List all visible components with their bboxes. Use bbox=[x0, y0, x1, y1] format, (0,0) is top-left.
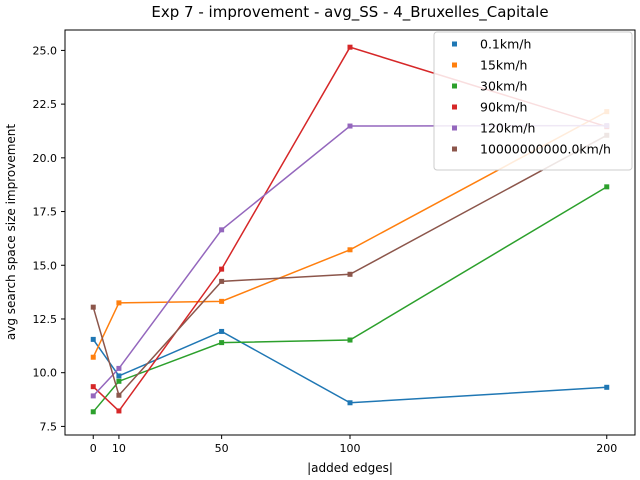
data-point bbox=[347, 247, 353, 253]
data-point bbox=[347, 123, 353, 129]
data-point bbox=[90, 354, 96, 360]
data-point bbox=[116, 408, 122, 414]
series-line bbox=[92, 134, 608, 397]
data-point bbox=[347, 44, 353, 50]
y-tick-label: 20.0 bbox=[33, 152, 58, 165]
data-point bbox=[90, 409, 96, 415]
legend-item: 30km/h bbox=[452, 79, 527, 94]
x-tick-label: 100 bbox=[340, 442, 361, 455]
data-point bbox=[347, 400, 353, 406]
x-axis: 0 10 50 100 200 bbox=[90, 435, 617, 455]
data-point bbox=[219, 298, 225, 304]
y-axis-label: avg search space size improvement bbox=[4, 124, 18, 340]
y-tick-label: 25.0 bbox=[33, 44, 58, 57]
y-axis: 7.5 10.0 12.5 15.0 17.5 20.0 22.5 25.0 bbox=[33, 44, 65, 433]
legend-label: 30km/h bbox=[480, 79, 527, 94]
legend-item: 0.1km/h bbox=[452, 37, 531, 52]
data-point bbox=[219, 278, 225, 284]
x-tick-label: 50 bbox=[215, 442, 229, 455]
legend-marker bbox=[452, 41, 457, 47]
data-point bbox=[219, 266, 225, 272]
chart-title: Exp 7 - improvement - avg_SS - 4_Bruxell… bbox=[151, 3, 548, 22]
x-axis-label: |added edges| bbox=[307, 461, 393, 475]
legend-marker bbox=[452, 104, 457, 110]
y-tick-label: 10.0 bbox=[33, 367, 58, 380]
data-point bbox=[90, 336, 96, 342]
data-point bbox=[116, 365, 122, 371]
y-tick-label: 15.0 bbox=[33, 259, 58, 272]
y-tick-label: 22.5 bbox=[33, 98, 58, 111]
x-tick-label: 0 bbox=[90, 442, 97, 455]
x-tick-label: 10 bbox=[112, 442, 126, 455]
data-point bbox=[116, 392, 122, 398]
legend-box bbox=[433, 31, 633, 171]
legend-label: 10000000000.0km/h bbox=[480, 142, 611, 157]
legend-marker bbox=[452, 146, 457, 152]
series-2 bbox=[90, 184, 610, 415]
data-point bbox=[90, 304, 96, 310]
data-point bbox=[604, 184, 610, 190]
legend-marker bbox=[452, 83, 457, 89]
data-point bbox=[219, 328, 225, 334]
data-point bbox=[347, 271, 353, 277]
legend-marker bbox=[452, 125, 457, 131]
data-point bbox=[116, 373, 122, 379]
legend-item: 90km/h bbox=[452, 100, 527, 115]
data-point bbox=[219, 227, 225, 233]
data-point bbox=[604, 384, 610, 390]
legend-item: 10000000000.0km/h bbox=[452, 142, 611, 157]
data-point bbox=[90, 393, 96, 399]
data-point bbox=[116, 378, 122, 384]
data-point bbox=[347, 337, 353, 343]
data-point bbox=[219, 340, 225, 346]
legend-item: 15km/h bbox=[452, 58, 527, 73]
y-tick-label: 7.5 bbox=[40, 420, 58, 433]
data-point bbox=[116, 300, 122, 306]
y-tick-label: 12.5 bbox=[33, 313, 58, 326]
legend-label: 0.1km/h bbox=[480, 37, 531, 52]
legend: 0.1km/h 15km/h 30km/h 90km/h 120km/h 10000000… bbox=[433, 31, 633, 171]
legend-label: 90km/h bbox=[480, 100, 527, 115]
legend-label: 120km/h bbox=[480, 121, 535, 136]
y-tick-label: 17.5 bbox=[33, 206, 58, 219]
x-tick-label: 200 bbox=[596, 442, 617, 455]
legend-item: 120km/h bbox=[452, 121, 535, 136]
legend-label: 15km/h bbox=[480, 58, 527, 73]
data-point bbox=[90, 384, 96, 390]
legend-marker bbox=[452, 62, 457, 68]
series-5 bbox=[90, 132, 610, 398]
